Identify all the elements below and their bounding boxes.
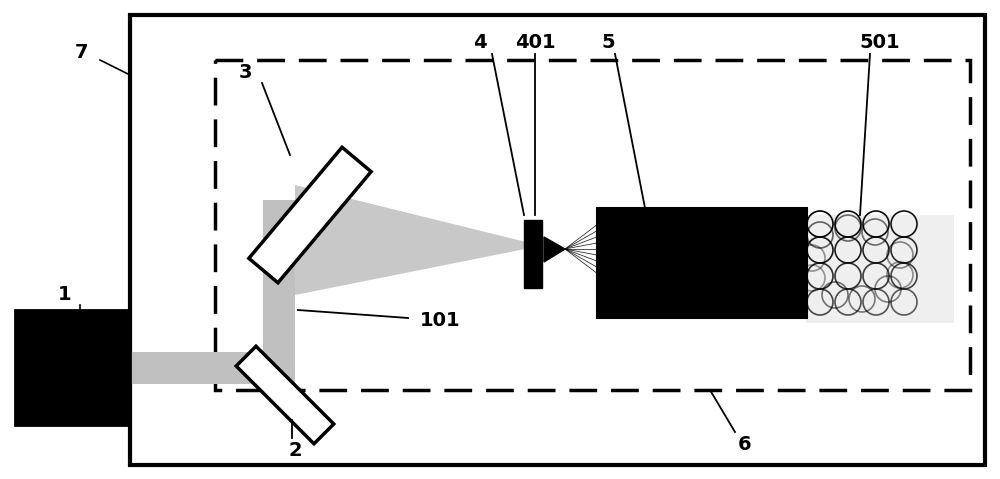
Text: 3: 3 <box>238 62 252 81</box>
Polygon shape <box>295 185 530 295</box>
Bar <box>15 310 130 425</box>
Text: 1: 1 <box>58 285 72 305</box>
Bar <box>524 220 542 288</box>
Polygon shape <box>236 346 334 444</box>
Bar <box>806 215 954 323</box>
Bar <box>130 15 985 465</box>
Text: 2: 2 <box>288 441 302 459</box>
Bar <box>130 352 295 384</box>
Text: 401: 401 <box>515 33 555 52</box>
Text: 4: 4 <box>473 33 487 52</box>
Text: 5: 5 <box>601 33 615 52</box>
Bar <box>215 60 970 390</box>
Bar <box>597 208 807 318</box>
Text: 7: 7 <box>75 43 89 61</box>
Text: 6: 6 <box>738 435 752 455</box>
Text: 501: 501 <box>860 33 900 52</box>
Polygon shape <box>544 237 565 262</box>
Polygon shape <box>249 147 371 283</box>
Text: 101: 101 <box>420 310 460 330</box>
Bar <box>263 200 295 384</box>
